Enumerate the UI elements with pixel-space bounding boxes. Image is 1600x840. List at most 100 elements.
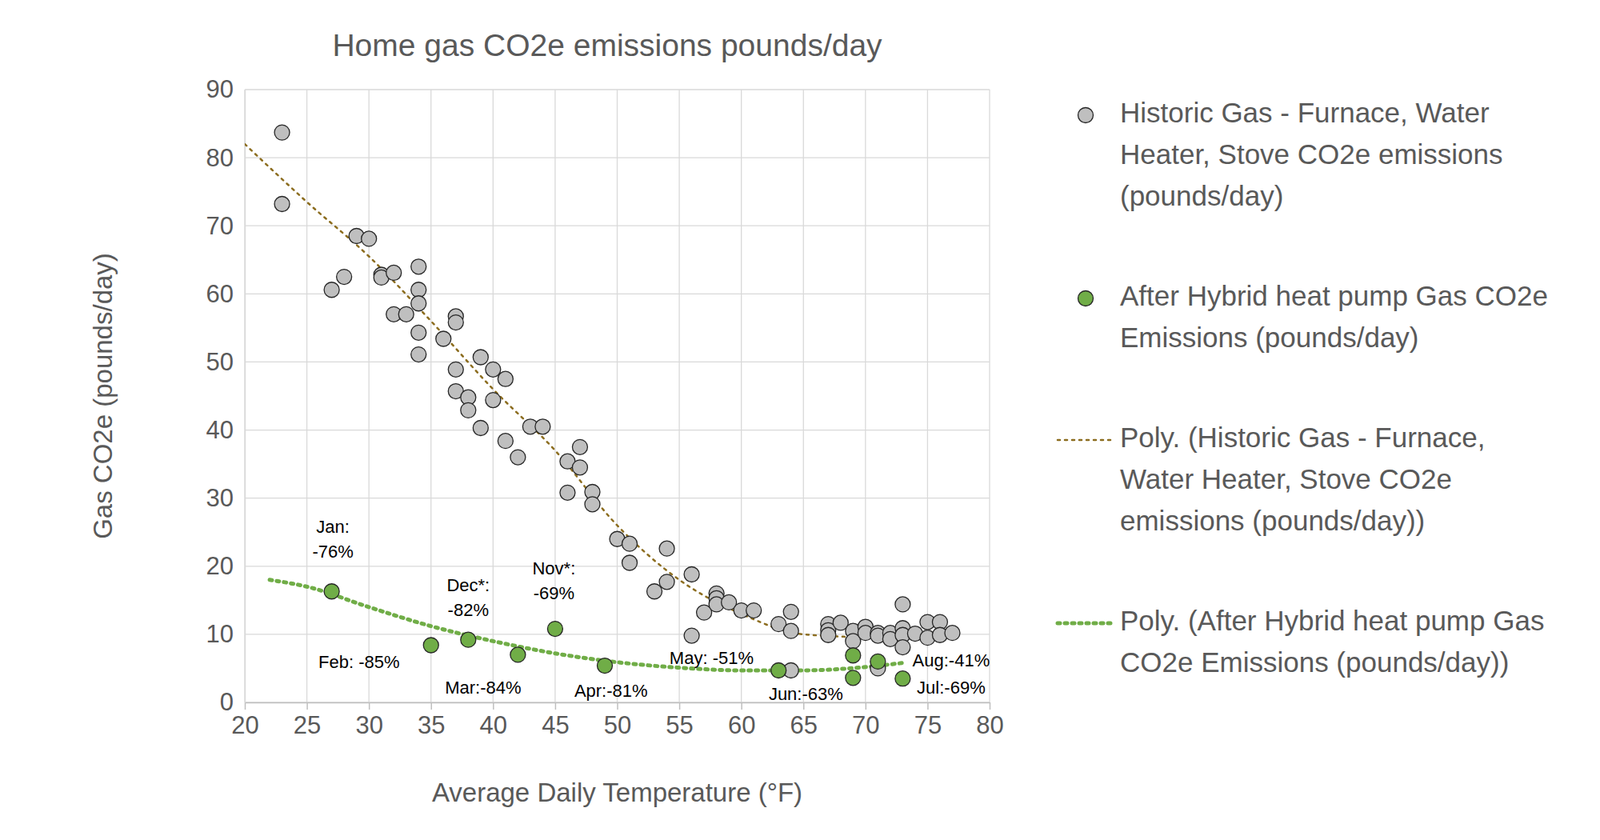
y-tick: 0 bbox=[220, 688, 245, 716]
legend-symbol bbox=[1057, 621, 1114, 626]
scatter-point bbox=[622, 536, 638, 552]
x-tick: 70 bbox=[852, 702, 880, 740]
y-tick-label: 50 bbox=[206, 348, 234, 376]
scatter-point bbox=[485, 361, 501, 377]
y-tick-label: 30 bbox=[206, 484, 234, 512]
trend-line bbox=[244, 144, 952, 637]
x-tick-mark bbox=[927, 702, 929, 710]
grid-line-y bbox=[244, 88, 990, 90]
grid-line-x bbox=[678, 89, 680, 703]
x-tick-label: 55 bbox=[665, 711, 693, 740]
scatter-point bbox=[324, 584, 340, 600]
legend-label: Historic Gas - Furnace, WaterHeater, Sto… bbox=[1120, 96, 1504, 212]
y-axis: 0102030405060708090 bbox=[206, 75, 246, 716]
annotation: Jun:-63% bbox=[768, 684, 844, 704]
x-tick-mark bbox=[616, 702, 619, 710]
y-tick-label: 40 bbox=[206, 416, 234, 444]
grid-line-y bbox=[244, 429, 990, 431]
grid-line-x bbox=[368, 89, 370, 703]
y-tick-label: 60 bbox=[206, 280, 234, 308]
scatter-point bbox=[647, 584, 663, 600]
scatter-point bbox=[845, 648, 861, 664]
x-tick: 45 bbox=[541, 702, 569, 740]
scatter-point bbox=[572, 460, 588, 476]
scatter-point bbox=[684, 628, 700, 644]
grid-line-x bbox=[864, 89, 866, 703]
scatter-point bbox=[895, 640, 911, 656]
scatter-point bbox=[497, 433, 513, 449]
scatter-point bbox=[944, 625, 960, 641]
x-tick: 65 bbox=[790, 702, 818, 740]
y-tick: 30 bbox=[206, 484, 245, 512]
x-tick-mark bbox=[306, 702, 308, 710]
y-tick: 60 bbox=[206, 280, 245, 308]
y-tick: 90 bbox=[206, 75, 245, 104]
x-tick-mark bbox=[431, 702, 433, 710]
x-tick-mark bbox=[679, 702, 681, 710]
annotation: Dec*:-82% bbox=[446, 575, 490, 620]
grid-line-x bbox=[244, 89, 245, 703]
x-tick: 30 bbox=[355, 702, 383, 740]
y-tick-label: 90 bbox=[206, 75, 234, 104]
annotation: Mar:-84% bbox=[444, 677, 521, 698]
scatter-point bbox=[411, 259, 427, 275]
x-tick: 50 bbox=[604, 702, 632, 740]
x-tick-mark bbox=[368, 702, 371, 710]
x-tick-label: 70 bbox=[852, 711, 880, 740]
grid-line-y bbox=[244, 293, 990, 295]
annotation: Aug:-41% bbox=[912, 650, 991, 671]
scatter-point bbox=[460, 632, 476, 648]
y-tick-label: 10 bbox=[206, 620, 234, 648]
x-tick-label: 35 bbox=[417, 711, 445, 740]
scatter-point bbox=[535, 419, 551, 435]
scatter-point bbox=[411, 282, 427, 298]
scatter-point bbox=[472, 420, 488, 436]
legend: Historic Gas - Furnace, WaterHeater, Sto… bbox=[1057, 96, 1548, 678]
scatter-point bbox=[845, 670, 861, 686]
x-tick-label: 30 bbox=[355, 711, 383, 740]
annotation: Apr:-81% bbox=[574, 680, 648, 701]
legend-label: After Hybrid heat pump Gas CO2eEmissions… bbox=[1120, 280, 1548, 353]
scatter-point bbox=[771, 662, 787, 678]
x-tick-mark bbox=[555, 702, 557, 710]
y-tick: 50 bbox=[206, 348, 245, 376]
scatter-point bbox=[497, 371, 513, 387]
scatter-point bbox=[547, 621, 563, 637]
grid-line-x bbox=[616, 89, 618, 703]
scatter-point bbox=[386, 264, 402, 280]
scatter-point bbox=[448, 361, 464, 377]
scatter-point bbox=[460, 402, 476, 418]
grid-line-x bbox=[988, 89, 990, 703]
x-tick-label: 50 bbox=[604, 711, 632, 740]
x-tick: 60 bbox=[728, 702, 756, 740]
grid-line-x bbox=[803, 89, 804, 703]
scatter-point bbox=[820, 627, 836, 643]
x-tick: 40 bbox=[480, 702, 508, 740]
legend-label: Poly. (Historic Gas - Furnace,Water Heat… bbox=[1120, 421, 1485, 536]
grid-line-x bbox=[430, 89, 432, 703]
scatter-series bbox=[324, 584, 911, 687]
y-tick-label: 0 bbox=[220, 688, 234, 716]
annotation: May: -51% bbox=[669, 648, 754, 668]
grid-line-y bbox=[244, 225, 990, 227]
x-tick-mark bbox=[865, 702, 868, 710]
scatter-point bbox=[572, 439, 588, 455]
x-tick-label: 60 bbox=[728, 711, 756, 740]
scatter-point bbox=[596, 658, 612, 674]
scatter-point bbox=[436, 331, 452, 347]
scatter-point bbox=[361, 231, 377, 247]
annotation: Jan:-76% bbox=[312, 516, 353, 562]
scatter-point bbox=[684, 566, 700, 582]
grid-line-y bbox=[244, 156, 990, 158]
x-tick: 20 bbox=[231, 702, 259, 740]
scatter-point bbox=[274, 124, 290, 140]
y-tick: 10 bbox=[206, 620, 245, 648]
x-tick: 25 bbox=[293, 702, 321, 740]
legend-symbol bbox=[1078, 291, 1094, 307]
grid-line-y bbox=[244, 361, 990, 363]
scatter-point bbox=[423, 637, 439, 653]
scatter-point bbox=[783, 623, 799, 639]
y-axis-line bbox=[244, 90, 246, 704]
y-tick-label: 70 bbox=[206, 212, 234, 240]
y-tick-label: 80 bbox=[206, 144, 234, 172]
